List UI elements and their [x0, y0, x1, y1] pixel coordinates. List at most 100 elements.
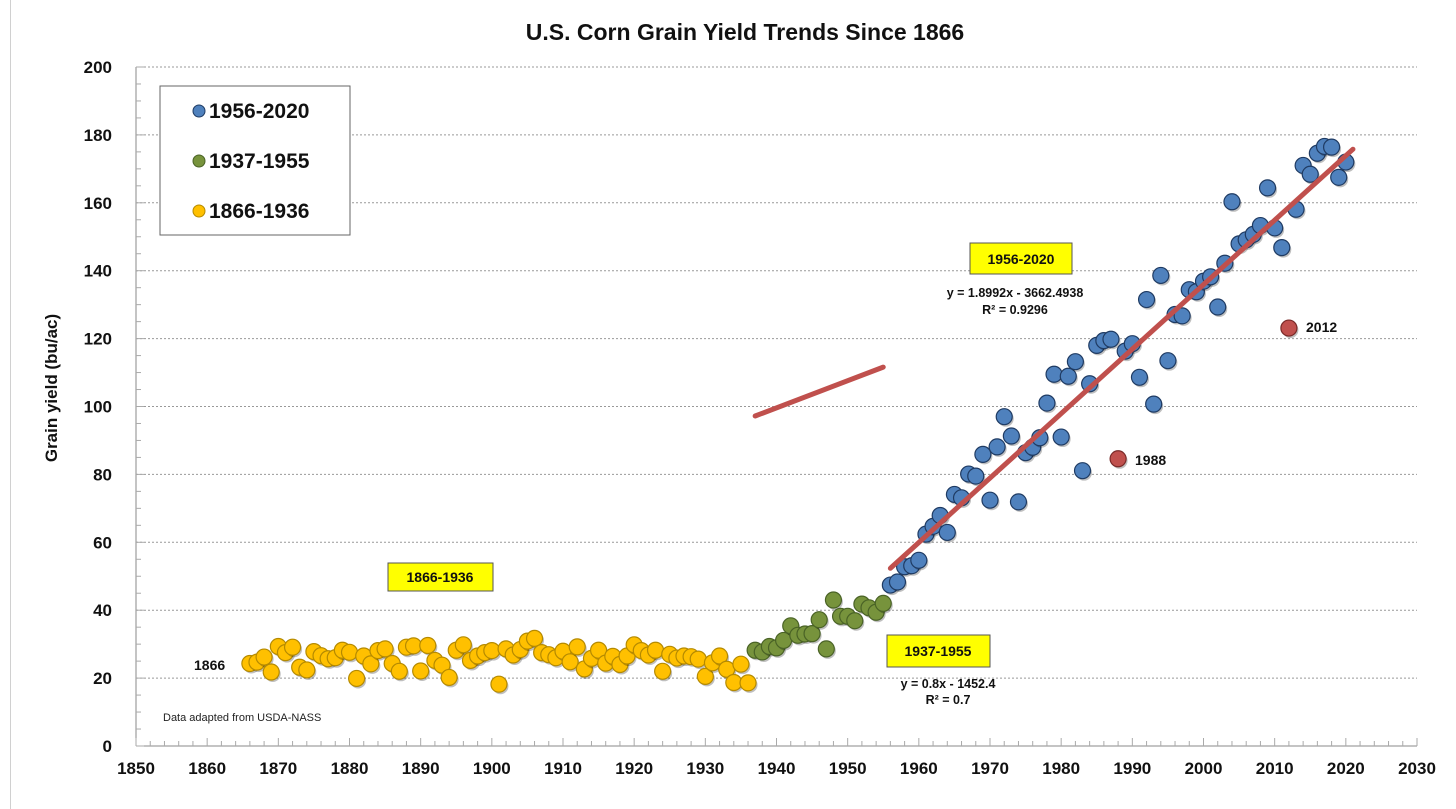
series-1956-2020 — [881, 137, 1356, 596]
y-tick-label: 200 — [84, 58, 112, 77]
source-note: Data adapted from USDA-NASS — [163, 712, 321, 724]
data-point — [874, 594, 892, 613]
x-tick-label: 1880 — [331, 759, 369, 778]
data-point — [1002, 427, 1020, 445]
y-axis-label: Grain yield (bu/ac) — [42, 314, 61, 462]
data-point — [1073, 462, 1092, 480]
trend-equation-1956-2020: y = 1.8992x - 3662.4938 — [947, 286, 1084, 300]
x-tick-label: 1950 — [829, 759, 867, 778]
x-tick-label: 1960 — [900, 759, 938, 778]
data-point — [1209, 298, 1227, 316]
data-point — [1045, 365, 1063, 383]
data-point — [1223, 193, 1241, 211]
data-point — [525, 629, 544, 647]
x-tick-label: 2020 — [1327, 759, 1365, 778]
trend-r2-1937-1955: R² = 0.7 — [926, 693, 971, 707]
data-point — [824, 591, 843, 609]
data-point — [817, 640, 835, 658]
data-point — [938, 523, 956, 542]
data-point — [454, 636, 472, 654]
data-point — [696, 667, 714, 686]
period-box-1956-2020: 1956-2020 — [969, 242, 1073, 275]
y-tick-label: 0 — [103, 737, 112, 756]
data-point — [910, 551, 928, 569]
y-tick-label: 20 — [93, 669, 112, 688]
data-point — [710, 647, 729, 665]
data-point — [362, 655, 380, 673]
data-point — [967, 467, 985, 485]
y-tick-label: 40 — [93, 601, 112, 620]
data-point — [646, 641, 665, 659]
data-point — [654, 662, 672, 680]
data-point — [1322, 138, 1341, 156]
data-point — [255, 648, 273, 666]
y-tick-label: 180 — [84, 126, 112, 145]
x-tick-label: 2030 — [1398, 759, 1436, 778]
data-point — [1059, 367, 1077, 385]
x-tick-label: 1970 — [971, 759, 1009, 778]
data-point — [283, 638, 302, 656]
trendlines — [752, 146, 1356, 571]
data-point — [490, 675, 508, 693]
legend: 1956-2020 1937-1955 1866-1936 — [159, 85, 351, 236]
y-tick-labels: 0 20 40 60 80 100 120 140 160 180 200 — [84, 58, 112, 756]
data-point — [689, 650, 707, 668]
trendline — [887, 146, 1356, 571]
frame-border — [10, 0, 11, 809]
legend-marker — [192, 104, 206, 118]
data-point — [589, 641, 608, 659]
period-box-label: 1866-1936 — [407, 569, 474, 585]
data-point — [803, 625, 821, 643]
trend-equation-1937-1955: y = 0.8x - 1452.4 — [901, 677, 996, 691]
x-tick-label: 1850 — [117, 759, 155, 778]
trend-r2-1956-2020: R² = 0.9296 — [982, 303, 1048, 317]
data-point — [1009, 493, 1028, 511]
x-tick-label: 1900 — [473, 759, 511, 778]
period-box-label: 1937-1955 — [905, 643, 972, 659]
legend-marker — [192, 204, 206, 218]
x-tick-label: 1930 — [686, 759, 724, 778]
x-tick-label: 1910 — [544, 759, 582, 778]
data-point — [568, 638, 586, 656]
y-tick-label: 60 — [93, 533, 112, 552]
outlier-label-2012: 2012 — [1306, 319, 1337, 335]
y-tick-label: 140 — [84, 262, 112, 281]
data-point — [988, 438, 1006, 456]
data-point — [1066, 353, 1085, 371]
data-point — [1145, 395, 1163, 413]
y-tick-label: 80 — [93, 465, 112, 484]
axes — [135, 66, 1418, 747]
x-tick-label: 1990 — [1113, 759, 1151, 778]
x-tick-label: 1870 — [259, 759, 297, 778]
data-point — [340, 643, 359, 661]
y-tick-label: 100 — [84, 398, 112, 417]
data-point — [1273, 239, 1291, 257]
period-box-1937-1955: 1937-1955 — [886, 634, 991, 668]
data-point — [725, 673, 743, 692]
data-point — [419, 636, 437, 655]
first-year-label: 1866 — [194, 657, 225, 673]
outlier-label-1988: 1988 — [1135, 452, 1166, 468]
data-point — [1137, 290, 1156, 309]
data-point — [1280, 319, 1298, 337]
data-point — [440, 668, 458, 687]
x-tick-label: 2000 — [1185, 759, 1223, 778]
data-point — [846, 612, 864, 630]
legend-label: 1866-1936 — [209, 200, 309, 223]
period-box-1866-1936: 1866-1936 — [387, 562, 494, 592]
data-point — [1301, 165, 1319, 183]
x-tick-labels: 1850 1860 1870 1880 1890 1900 1910 1920 1930 1940… — [117, 759, 1436, 778]
x-tick-label: 1890 — [402, 759, 440, 778]
trendline — [752, 364, 886, 419]
legend-label: 1937-1955 — [209, 150, 310, 173]
data-point — [810, 611, 828, 629]
x-tick-label: 1980 — [1042, 759, 1080, 778]
data-point — [1130, 368, 1149, 386]
x-tick-label: 1860 — [188, 759, 226, 778]
legend-label: 1956-2020 — [209, 100, 309, 123]
x-tick-label: 1940 — [758, 759, 796, 778]
data-point — [1173, 307, 1191, 325]
data-point — [1109, 450, 1127, 468]
data-point — [981, 491, 999, 509]
